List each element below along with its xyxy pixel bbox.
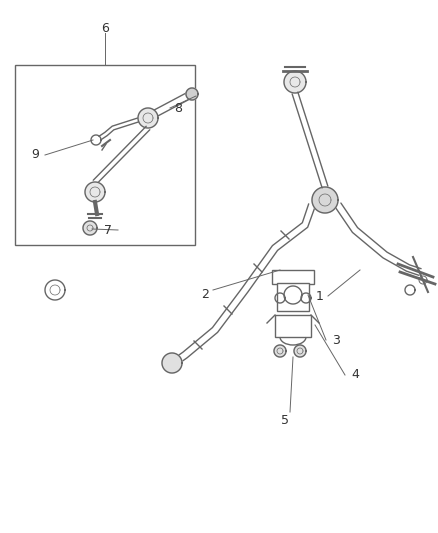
Text: 1: 1	[316, 289, 324, 303]
Polygon shape	[85, 182, 105, 202]
Polygon shape	[284, 71, 306, 93]
Polygon shape	[83, 221, 97, 235]
Text: 8: 8	[174, 101, 182, 115]
Polygon shape	[186, 88, 198, 100]
Bar	[272, 270, 314, 284]
Text: 6: 6	[101, 21, 109, 35]
Polygon shape	[162, 353, 182, 373]
Bar	[15, 65, 195, 245]
Bar	[275, 315, 311, 337]
Bar	[277, 283, 309, 311]
Polygon shape	[138, 108, 158, 128]
Text: 2: 2	[201, 288, 209, 302]
Text: 7: 7	[104, 223, 112, 237]
Text: 3: 3	[332, 334, 340, 346]
Text: 4: 4	[351, 368, 359, 382]
Polygon shape	[45, 280, 65, 300]
Text: 5: 5	[281, 414, 289, 426]
Polygon shape	[312, 187, 338, 213]
Text: 9: 9	[31, 149, 39, 161]
Polygon shape	[274, 345, 286, 357]
Polygon shape	[294, 345, 306, 357]
